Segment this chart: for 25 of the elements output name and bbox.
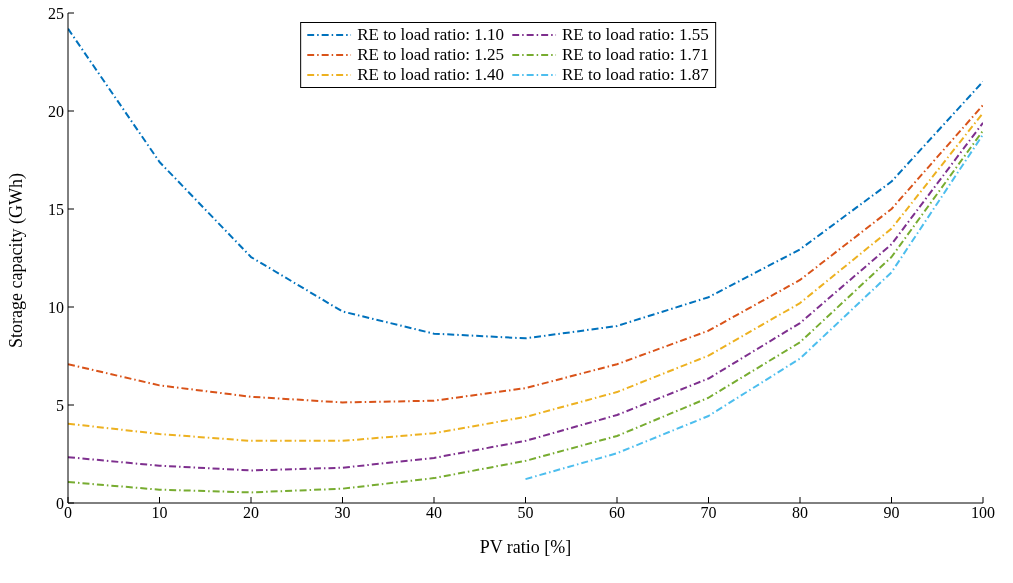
x-tick-label: 90	[883, 504, 900, 522]
x-tick-label: 30	[334, 504, 351, 522]
y-tick-label: 10	[48, 298, 64, 316]
x-tick-label: 20	[243, 504, 259, 522]
x-tick-label: 40	[426, 504, 442, 522]
y-tick-label: 20	[48, 102, 64, 120]
x-tick-label: 100	[971, 504, 995, 522]
legend-label: RE to load ratio: 1.55	[562, 25, 709, 45]
x-tick-label: 70	[700, 504, 717, 522]
x-axis-title: PV ratio [%]	[479, 537, 572, 557]
legend-label: RE to load ratio: 1.71	[562, 45, 709, 65]
y-tick-label: 15	[48, 200, 64, 218]
x-tick-label: 50	[517, 504, 534, 522]
legend-label: RE to load ratio: 1.87	[562, 65, 709, 85]
legend-label: RE to load ratio: 1.10	[357, 25, 504, 45]
x-tick-label: 60	[609, 504, 625, 522]
x-tick-label: 10	[151, 504, 168, 522]
line-series	[524, 133, 983, 481]
line-series	[68, 27, 983, 340]
y-tick-label: 5	[56, 396, 64, 414]
legend-label: RE to load ratio: 1.40	[357, 65, 504, 85]
legend-label: RE to load ratio: 1.25	[357, 45, 504, 65]
y-tick-label: 25	[48, 4, 64, 22]
y-axis-title: Storage capacity (GWh)	[6, 173, 28, 348]
x-tick-label: 80	[792, 504, 808, 522]
